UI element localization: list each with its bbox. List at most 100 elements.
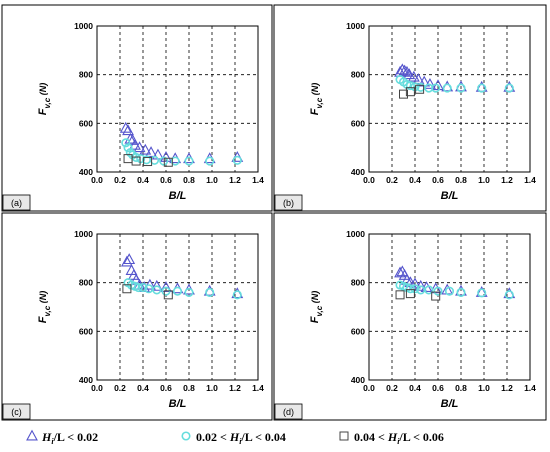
data-point-square [399,89,408,99]
legend-label-sub: i [51,437,54,446]
x-tick-label: 0.8 [183,175,195,185]
x-tick-label: 0.2 [114,383,126,393]
plot-frame [368,233,531,381]
data-point-triangle [403,68,416,80]
panel-border [1,212,273,421]
data-point-circle [405,284,415,294]
x-tick-label: 0.8 [183,383,195,393]
y-tick-label: 800 [351,278,365,288]
y-tick-label: 1000 [74,229,93,239]
x-tick-label: 1.0 [478,383,490,393]
data-point-triangle [133,141,146,153]
legend-label: 0.02 < Hi/L < 0.04 [196,430,286,446]
data-point-square [405,87,415,97]
panel-tag-box [2,403,31,420]
x-tick-label: 1.4 [524,383,536,393]
x-tick-label: 0.4 [137,383,149,393]
legend-item-circle: 0.02 < Hi/L < 0.04 [181,430,286,446]
data-point-triangle [145,146,157,158]
data-point-circle [159,156,169,166]
data-point-triangle [407,70,420,82]
y-tick-label: 400 [351,375,365,385]
data-point-square [122,284,132,294]
legend-marker-triangle [26,429,38,441]
y-tick-label: 1000 [74,21,93,31]
legend-label-main: H [387,430,398,444]
x-tick-label: 0.8 [455,383,467,393]
y-tick-label: 800 [79,70,93,80]
data-point-circle [184,156,194,166]
data-point-circle [444,286,455,296]
legend-marker-circle [181,431,191,441]
data-point-circle [184,287,194,297]
data-point-circle [205,287,215,297]
data-point-triangle [120,255,133,267]
data-point-circle [152,285,162,295]
data-point-triangle [394,266,406,278]
data-point-circle [170,156,180,166]
y-axis-label-sub: v,c [43,97,52,108]
y-tick-label: 400 [351,167,365,177]
data-point-triangle [123,253,136,265]
data-point-triangle [150,279,163,291]
y-axis-label: Fv,c (N) [309,291,324,323]
data-point-triangle [129,138,141,150]
panel-tag-label: (c) [11,407,22,417]
legend-label-sub: i [239,437,242,446]
data-point-triangle [124,132,137,144]
data-point-circle [149,155,160,165]
x-tick-label: 0.0 [91,383,103,393]
legend-label-main: H [229,430,240,444]
series-square [123,154,173,167]
legend-marker-square [339,431,349,441]
x-axis-label: B/L [169,398,187,410]
legend-item-triangle: Hi/L < 0.02 [26,429,98,446]
data-point-triangle [409,277,421,289]
data-point-circle [125,147,135,158]
data-point-circle [123,143,133,153]
chart-panel-1: 0.0 0.2 0.4 0.6 0.8 1.0 1.2 1.4 400 600 800 1000 B/L… [1,4,273,212]
y-tick-label: 800 [351,70,365,80]
y-axis-label: Fv,c (N) [309,83,324,115]
x-axis-label: B/L [169,190,187,202]
x-tick-label: 1.2 [501,175,513,185]
plot-frame [96,25,259,173]
data-point-triangle [396,63,409,75]
x-tick-label: 0.2 [114,175,126,185]
series-square [122,284,173,300]
y-axis-label-unit: (N) [38,291,48,306]
y-axis-label-main: F [309,108,321,115]
y-axis-label-unit: (N) [310,291,320,306]
data-point-circle [504,83,514,93]
y-axis-label-sub: v,c [315,97,324,108]
legend-label-main: H [41,430,52,444]
data-point-circle [410,284,420,294]
x-axis-label: B/L [441,190,459,202]
panel-border [273,212,547,421]
x-tick-label: 0.0 [91,175,103,185]
data-point-circle [405,81,415,91]
data-point-circle [205,156,215,166]
panel-tag-label: (b) [283,198,294,208]
x-tick-label: 1.0 [206,383,218,393]
y-tick-label: 600 [79,326,93,336]
legend-label-rest: /L < 0.04 [240,430,286,444]
series-square [395,289,441,301]
x-tick-label: 1.0 [206,175,218,185]
data-point-circle [424,285,434,295]
data-point-circle [232,290,242,300]
data-point-circle [136,154,146,164]
x-tick-label: 1.2 [229,383,241,393]
legend-label-prefix: 0.02 < [196,430,230,444]
series-circle [395,74,514,93]
legend-label-rest: /L < 0.06 [398,430,444,444]
x-tick-label: 0.4 [137,175,149,185]
y-tick-label: 1000 [346,21,365,31]
data-point-circle [431,83,441,93]
x-tick-label: 0.6 [432,383,444,393]
chart-panel-4: 0.0 0.2 0.4 0.6 0.8 1.0 1.2 1.4 400 600 800 1000 B/L… [273,212,547,421]
panel-border [273,4,547,212]
x-tick-label: 0.0 [363,175,375,185]
y-axis-label-sub: v,c [43,305,52,316]
data-point-circle [138,282,148,293]
